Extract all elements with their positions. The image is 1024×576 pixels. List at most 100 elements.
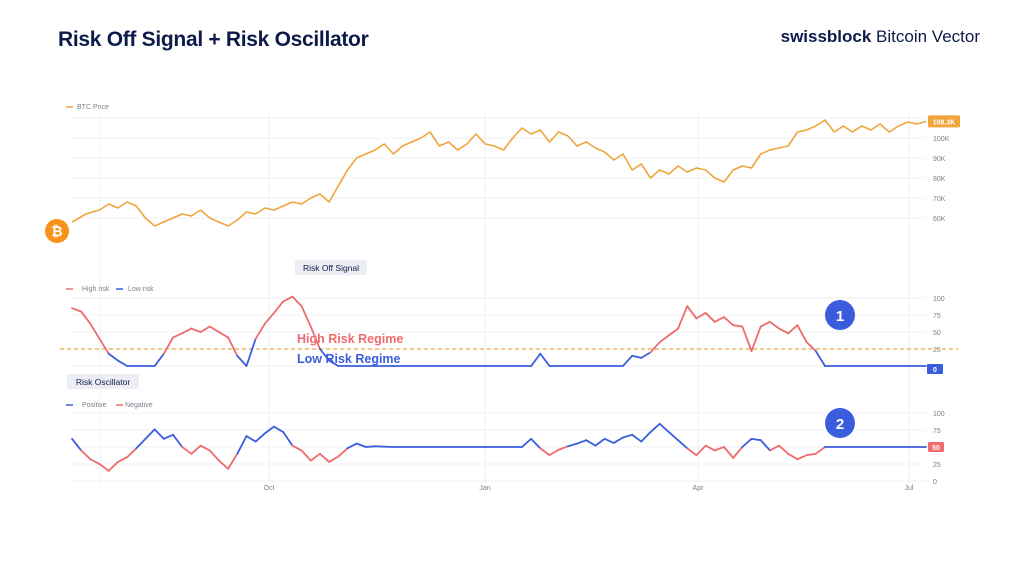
brand-logo-text: swissblock Bitcoin Vector — [781, 27, 980, 47]
brand-name: swissblock — [780, 27, 872, 46]
risk-off-line-segment — [117, 359, 128, 367]
risk-oscillator-line-segment — [135, 437, 147, 450]
risk-y-tick-label: 25 — [933, 347, 941, 354]
risk-off-line-segment — [732, 324, 744, 328]
risk-off-line-segment — [263, 312, 275, 325]
risk-oscillator-line-segment — [640, 431, 652, 443]
risk-oscillator-line-segment — [282, 431, 294, 447]
risk-off-line-segment — [181, 327, 193, 335]
risk-y-tick-label: 50 — [933, 330, 941, 337]
high-risk-regime-label: High Risk Regime — [297, 332, 403, 346]
risk-off-line-segment — [236, 354, 248, 367]
osc-y-tick-label: 75 — [933, 428, 941, 435]
risk-oscillator-line-segment — [300, 449, 312, 462]
risk-off-line-segment — [631, 354, 643, 359]
x-tick-label: Apr — [693, 485, 705, 492]
risk-oscillator-line-segment — [181, 446, 193, 455]
osc-y-tick-label: 25 — [933, 462, 941, 469]
risk-off-line-segment — [750, 325, 762, 352]
risk-oscillator-line-segment — [245, 435, 257, 443]
risk-oscillator-line-segment — [658, 422, 670, 433]
badge-1 — [825, 300, 855, 330]
risk-oscillator-line-segment — [622, 433, 634, 439]
risk-oscillator-line-segment — [71, 437, 83, 452]
risk-off-line-segment — [300, 305, 312, 328]
risk-oscillator-line-segment — [107, 461, 119, 472]
btc-legend-label: BTC Price — [77, 104, 109, 111]
risk-oscillator-line-segment — [704, 444, 716, 452]
risk-oscillator-line-segment — [172, 433, 184, 448]
risk-oscillator-line-segment — [199, 444, 211, 452]
risk-oscillator-label-box — [67, 374, 139, 389]
btc-y-tick-label: 80K — [933, 176, 946, 183]
badge-2 — [825, 408, 855, 438]
brand-product: Bitcoin Vector — [871, 27, 980, 46]
risk-oscillator-line-segment — [273, 425, 285, 433]
risk-off-line-segment — [291, 295, 303, 308]
risk-oscillator-line-segment — [162, 433, 174, 440]
risk-off-line-segment — [768, 320, 780, 330]
risk-off-line-segment — [153, 352, 165, 367]
risk-oscillator-line-segment — [337, 447, 349, 458]
osc-y-tick-label: 0 — [933, 479, 937, 486]
risk-oscillator-line-segment — [309, 452, 321, 462]
low-risk-regime-label: Low Risk Regime — [297, 352, 401, 366]
risk-off-line-segment — [80, 310, 92, 325]
risk-off-line-segment — [208, 325, 220, 333]
btc-y-tick-label: 100K — [933, 136, 950, 143]
risk-off-line-segment — [796, 324, 808, 344]
risk-oscillator-line-segment — [612, 436, 624, 444]
risk-oscillator-line-segment — [530, 437, 542, 450]
risk-off-line-segment — [677, 305, 689, 330]
risk-oscillator-line-segment — [778, 444, 790, 455]
risk-oscillator-line-segment — [355, 442, 367, 448]
risk-off-line-segment — [162, 336, 174, 355]
risk-oscillator-line-segment — [631, 433, 643, 443]
osc-legend-positive-label: Positive — [82, 402, 107, 409]
risk-oscillator-line-segment — [713, 446, 725, 452]
risk-off-line-segment — [309, 325, 321, 350]
risk-oscillator-line-segment — [319, 452, 331, 463]
risk-oscillator-line-segment — [667, 431, 679, 442]
risk-off-line-segment — [218, 331, 230, 339]
risk-off-line-segment — [199, 325, 211, 333]
page-title: Risk Off Signal + Risk Oscillator — [58, 28, 369, 51]
risk-off-line-segment — [530, 352, 542, 367]
risk-off-line-segment — [695, 312, 707, 320]
risk-oscillator-line-segment — [521, 437, 533, 448]
risk-off-label-box — [295, 260, 367, 275]
badge-2-label: 2 — [836, 416, 844, 433]
osc-y-tick-label: 100 — [933, 411, 945, 418]
risk-oscillator-line-segment — [328, 455, 340, 463]
risk-legend-low-label: Low risk — [128, 286, 154, 293]
risk-oscillator-line-segment — [539, 447, 551, 457]
risk-oscillator-line-segment — [218, 459, 230, 470]
risk-oscillator-line-segment — [117, 456, 128, 463]
osc-legend-negative-label: Negative — [125, 402, 153, 409]
risk-oscillator-line-segment — [98, 463, 110, 472]
risk-y-tick-label: 100 — [933, 296, 945, 303]
risk-last-value-label: 0 — [933, 367, 937, 374]
risk-off-line-segment — [172, 332, 184, 339]
risk-oscillator-line-segment — [263, 425, 275, 435]
risk-oscillator-line-segment — [686, 447, 698, 457]
risk-off-line-segment — [89, 322, 101, 340]
x-tick-label: Oct — [264, 485, 275, 492]
risk-oscillator-line-segment — [759, 439, 771, 452]
risk-off-line-segment — [713, 316, 725, 323]
osc-last-value-tag — [928, 442, 944, 452]
risk-oscillator-line-segment — [346, 442, 358, 450]
risk-oscillator-line-segment — [741, 437, 753, 448]
risk-oscillator-line-segment — [291, 444, 303, 452]
btc-last-value-tag — [928, 115, 960, 128]
risk-oscillator-line-segment — [677, 439, 689, 450]
risk-oscillator-line-segment — [80, 449, 92, 461]
btc-y-tick-label: 90K — [933, 156, 946, 163]
risk-off-line-segment — [704, 312, 716, 323]
risk-off-line-segment — [686, 305, 698, 320]
risk-off-line-segment — [71, 307, 83, 313]
risk-oscillator-line-segment — [557, 445, 569, 451]
risk-off-line-segment — [539, 352, 551, 367]
bitcoin-icon — [45, 219, 69, 243]
